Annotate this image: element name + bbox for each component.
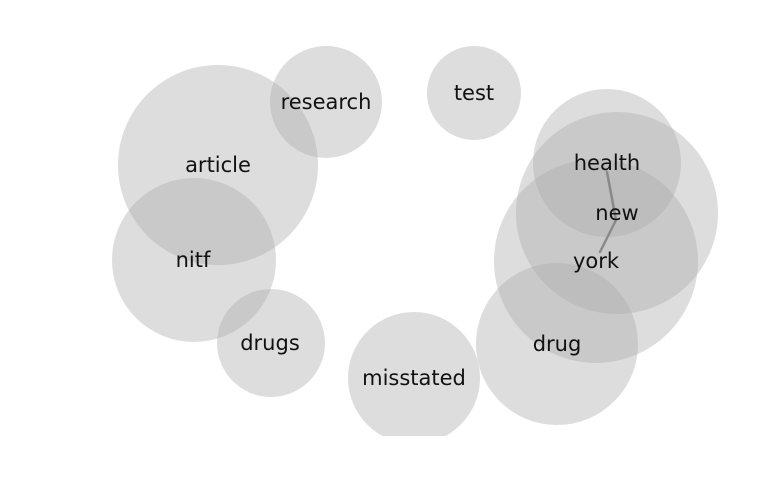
label-article: article	[185, 153, 251, 177]
bubble-health	[533, 89, 681, 237]
label-nitf: nitf	[176, 248, 211, 272]
link-health-new	[605, 170, 618, 222]
bubble-drug	[476, 263, 638, 425]
link-layer	[598, 170, 618, 254]
link-new-york	[598, 218, 618, 254]
label-research: research	[281, 90, 372, 114]
bubble-layer	[112, 46, 718, 436]
label-york: york	[573, 249, 620, 273]
label-health: health	[574, 151, 640, 175]
bubble-misstated	[348, 312, 480, 436]
bubble-article	[118, 65, 318, 265]
bubble-test	[427, 46, 521, 140]
label-new: new	[595, 201, 638, 225]
label-layer: article research test nitf drugs misstated dru…	[176, 81, 641, 390]
bubble-drugs	[217, 289, 325, 397]
label-drug: drug	[533, 332, 582, 356]
label-test: test	[454, 81, 494, 105]
bubble-research	[270, 46, 382, 158]
bubble-nitf	[112, 178, 276, 342]
label-misstated: misstated	[362, 366, 466, 390]
label-drugs: drugs	[240, 331, 300, 355]
bubble-new	[516, 112, 718, 314]
bubble-york	[494, 159, 698, 363]
